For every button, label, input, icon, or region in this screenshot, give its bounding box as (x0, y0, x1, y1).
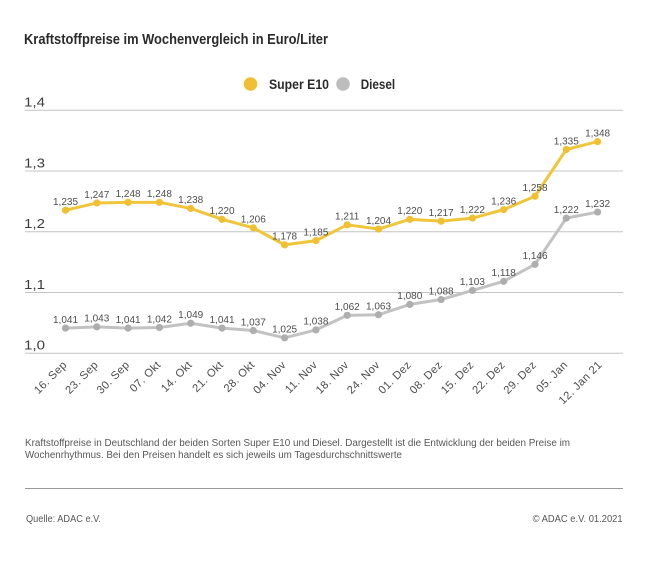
svg-text:1,222: 1,222 (554, 205, 579, 216)
svg-text:1,222: 1,222 (460, 205, 485, 216)
svg-text:1,1: 1,1 (24, 277, 45, 292)
svg-text:Super E10: Super E10 (269, 76, 329, 92)
svg-text:1,217: 1,217 (429, 208, 454, 219)
svg-text:1,247: 1,247 (84, 190, 109, 201)
svg-text:1,258: 1,258 (522, 183, 547, 194)
svg-text:1,335: 1,335 (554, 136, 579, 147)
svg-text:1,248: 1,248 (147, 189, 172, 200)
svg-text:1,088: 1,088 (429, 286, 454, 297)
svg-text:1,103: 1,103 (460, 277, 485, 288)
svg-text:1,146: 1,146 (522, 251, 547, 262)
svg-text:1,025: 1,025 (272, 325, 297, 336)
svg-text:Quelle: ADAC e.V.: Quelle: ADAC e.V. (26, 514, 101, 525)
svg-text:1,178: 1,178 (272, 232, 297, 243)
svg-text:1,238: 1,238 (178, 195, 203, 206)
svg-text:1,204: 1,204 (366, 216, 391, 227)
svg-text:1,049: 1,049 (178, 310, 203, 321)
svg-text:1,236: 1,236 (491, 196, 516, 207)
svg-text:1,3: 1,3 (24, 155, 45, 170)
svg-text:1,2: 1,2 (24, 216, 45, 231)
svg-text:Diesel: Diesel (361, 76, 396, 92)
svg-text:1,062: 1,062 (335, 302, 360, 313)
svg-text:© ADAC e.V. 01.2021: © ADAC e.V. 01.2021 (533, 514, 623, 525)
svg-text:1,0: 1,0 (24, 338, 45, 353)
svg-text:1,041: 1,041 (53, 315, 78, 326)
svg-text:1,118: 1,118 (492, 268, 517, 279)
svg-text:1,348: 1,348 (585, 128, 610, 139)
svg-text:1,041: 1,041 (116, 315, 141, 326)
svg-text:1,043: 1,043 (84, 314, 109, 325)
svg-text:1,037: 1,037 (241, 317, 266, 328)
svg-text:1,220: 1,220 (209, 206, 234, 217)
svg-text:1,185: 1,185 (303, 227, 328, 238)
svg-text:1,248: 1,248 (116, 189, 141, 200)
svg-text:1,042: 1,042 (147, 314, 172, 325)
svg-text:Kraftstoffpreise in Deutschlan: Kraftstoffpreise in Deutschland der beid… (25, 438, 570, 449)
svg-text:1,063: 1,063 (366, 302, 391, 313)
svg-text:1,4: 1,4 (24, 95, 45, 110)
svg-text:Kraftstoffpreise im Wochenverg: Kraftstoffpreise im Wochenvergleich in E… (24, 31, 328, 48)
svg-text:1,041: 1,041 (209, 315, 234, 326)
svg-text:Wochenrhythmus. Bei den Preise: Wochenrhythmus. Bei den Preisen handelt … (25, 450, 402, 461)
svg-text:1,232: 1,232 (585, 199, 610, 210)
svg-text:1,206: 1,206 (241, 215, 266, 226)
svg-text:1,080: 1,080 (397, 291, 422, 302)
svg-text:1,038: 1,038 (303, 317, 328, 328)
svg-text:1,220: 1,220 (397, 206, 422, 217)
svg-text:1,235: 1,235 (53, 197, 78, 208)
svg-text:1,211: 1,211 (335, 212, 360, 223)
